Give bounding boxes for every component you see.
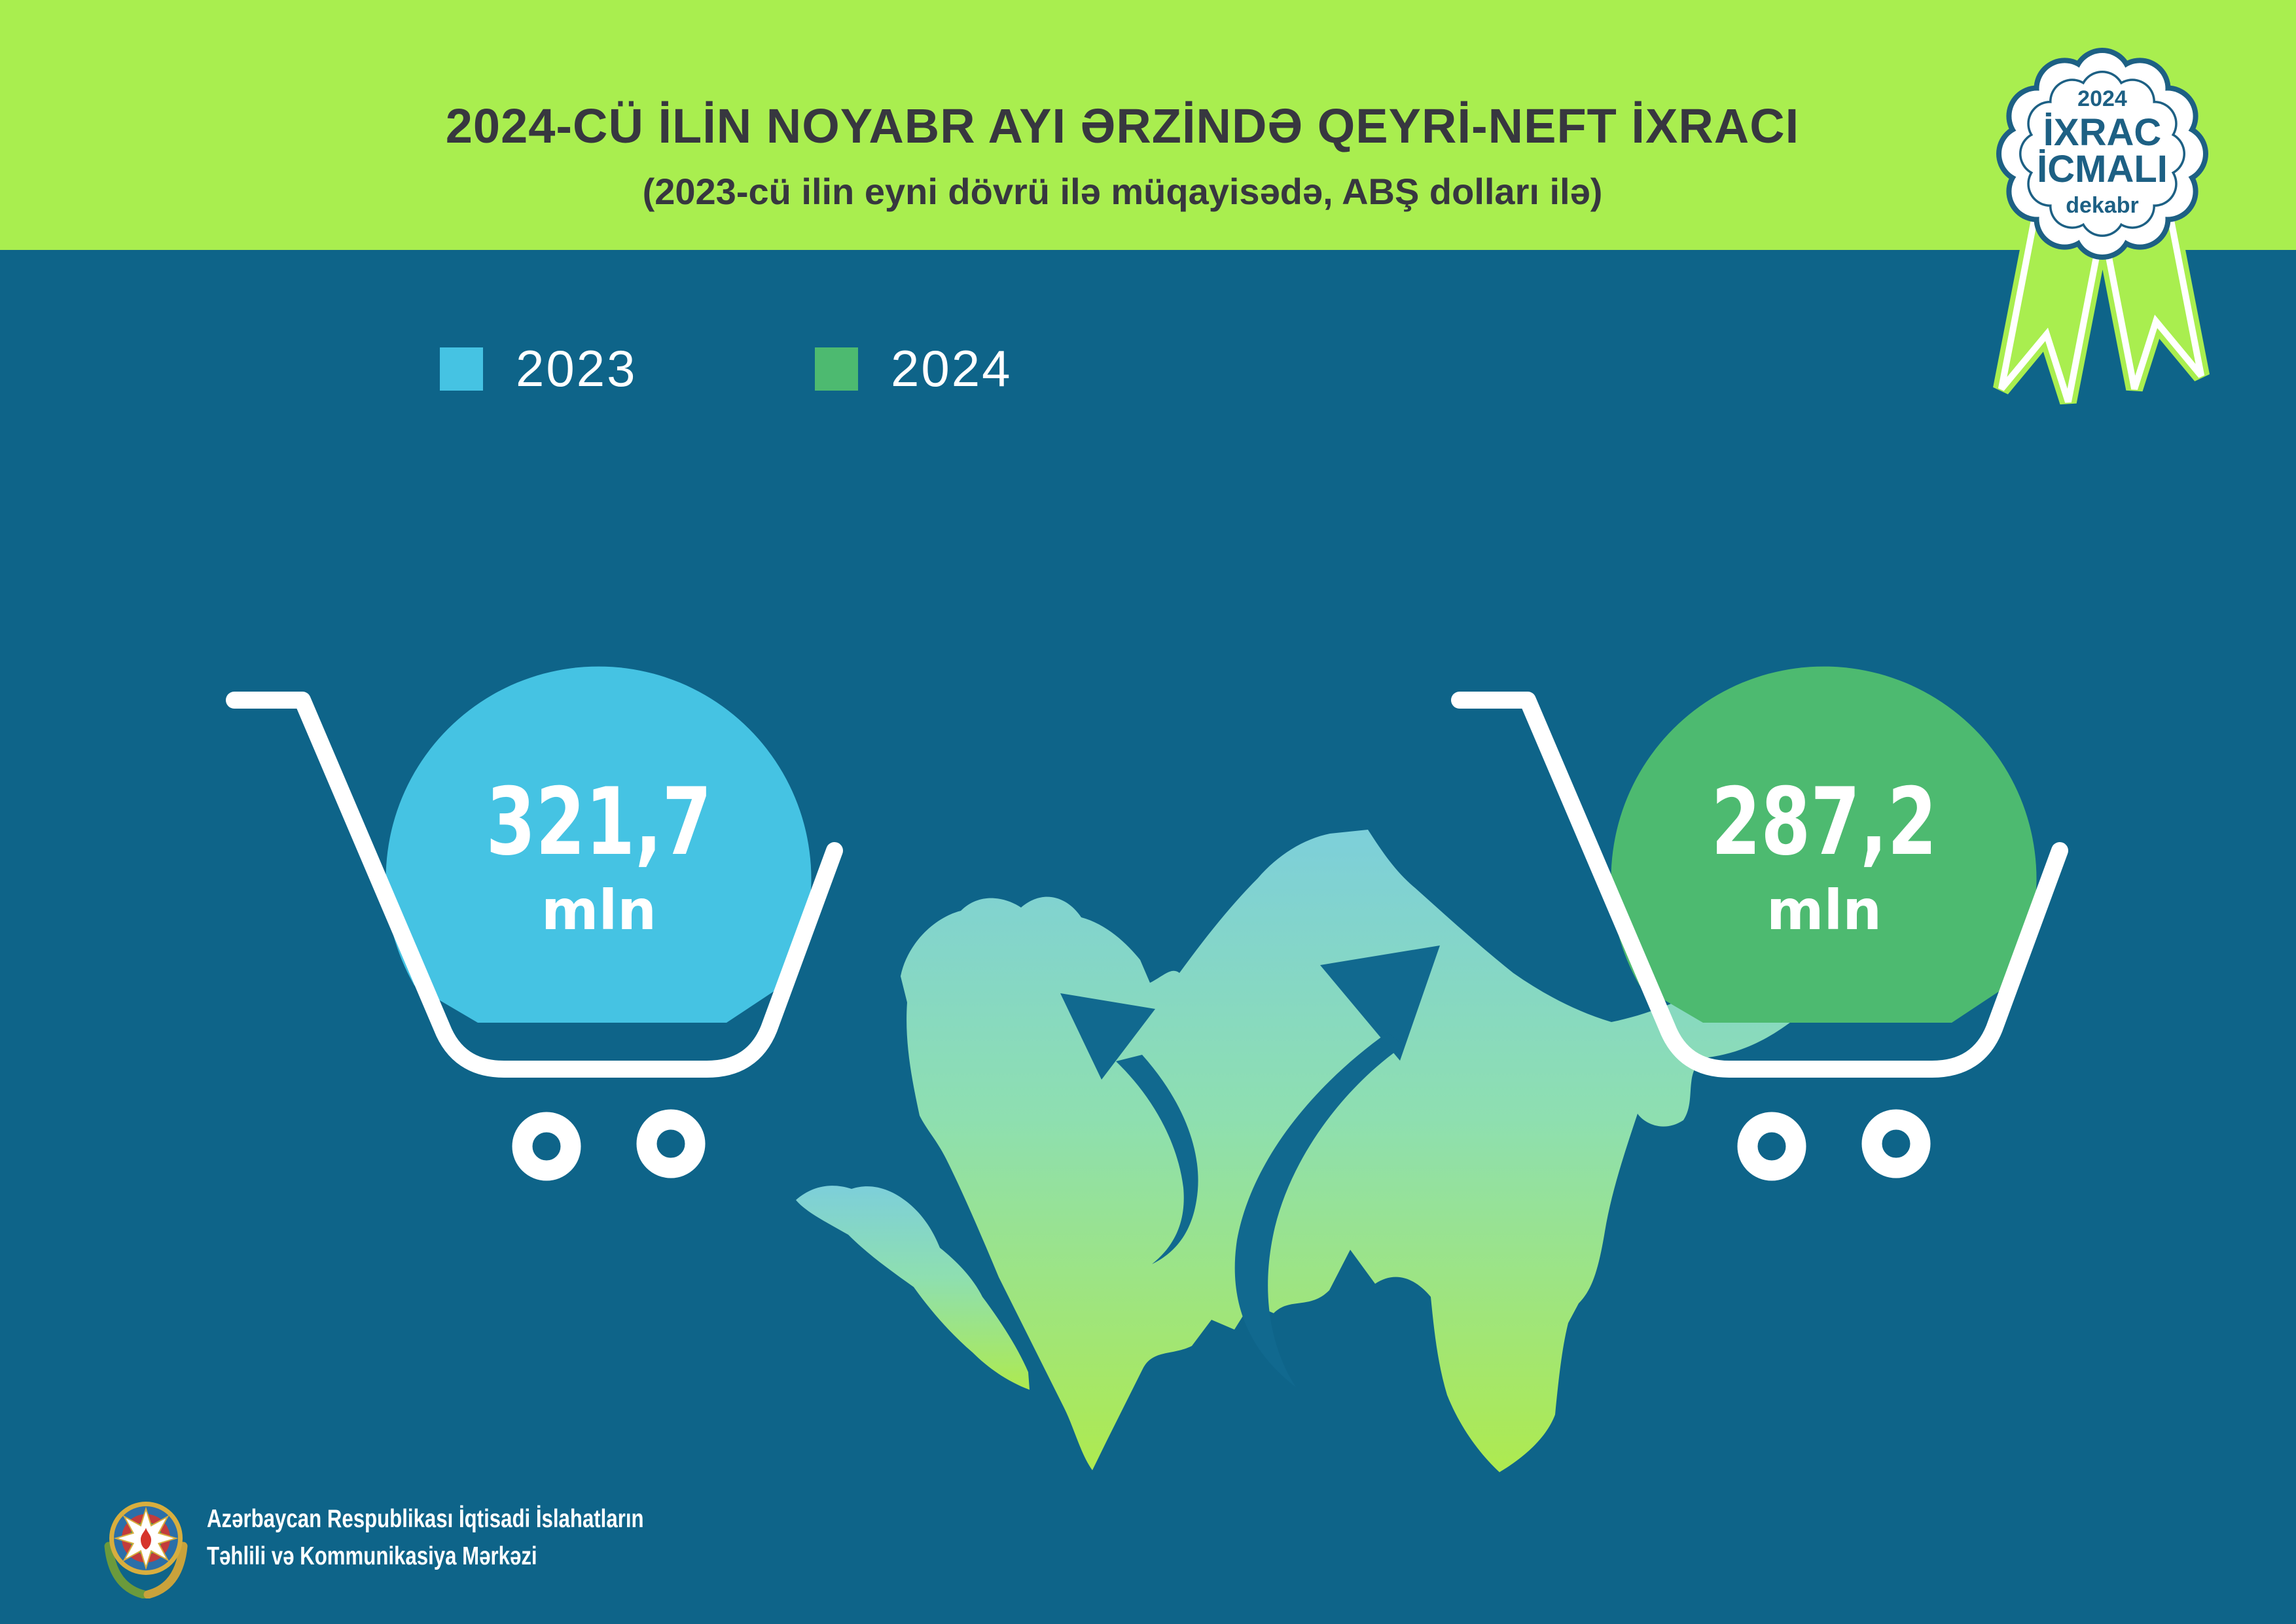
- cart-2024-frame: [1451, 692, 2068, 1078]
- export-review-badge: 2024 İXRAC İCMALI dekabr: [1993, 48, 2210, 405]
- footer-org-name: Azərbaycan Respublikası İqtisadi İslahat…: [207, 1500, 644, 1575]
- cart-2023-wheel-right: [636, 1109, 706, 1178]
- badge-year: 2024: [2077, 86, 2127, 111]
- footer-org-line1: Azərbaycan Respublikası İqtisadi İslahat…: [207, 1505, 644, 1533]
- cart-2023: 321,7 mln: [226, 666, 843, 1181]
- map-mainland: [901, 830, 1810, 1472]
- page-subtitle: (2023-cü ilin eyni dövrü ilə müqayisədə,…: [642, 171, 1603, 212]
- cart-2024-wheel-right: [1861, 1109, 1931, 1178]
- badge-month: dekabr: [2066, 193, 2139, 218]
- cart-2024-balloon: [1611, 666, 2037, 1023]
- footer-org-line2: Təhlili və Kommunikasiya Mərkəzi: [207, 1542, 537, 1570]
- export-arrows: [1060, 945, 1440, 1387]
- arrow-up-left-head: [1060, 993, 1155, 1080]
- legend-swatch-2024: [815, 347, 858, 391]
- map-nakhchivan: [796, 1186, 1030, 1390]
- azerbaijan-emblem-icon: [104, 1502, 188, 1598]
- badge-inner-face: [2021, 73, 2183, 235]
- legend-item-2023: 2023: [440, 339, 637, 398]
- legend-swatch-2023: [440, 347, 483, 391]
- cart-2023-wheel-left: [512, 1112, 581, 1181]
- legend-item-2024: 2024: [815, 339, 1013, 398]
- cart-2024-wheel-left: [1737, 1112, 1806, 1181]
- badge-title-line1: İXRAC: [2043, 111, 2161, 154]
- footer: Azərbaycan Respublikası İqtisadi İslahat…: [103, 1494, 753, 1598]
- cart-2024: 287,2 mln: [1451, 666, 2068, 1181]
- cart-2024-value: 287,2: [1712, 768, 1937, 876]
- header-band: [0, 0, 2296, 250]
- arrow-up-left-body: [1116, 1055, 1198, 1264]
- legend-label-2023: 2023: [516, 340, 637, 397]
- cart-2023-unit: mln: [541, 878, 656, 942]
- arrow-up-right-body: [1234, 1033, 1404, 1387]
- page-title: 2024-CÜ İLİN NOYABR AYI ƏRZİNDƏ QEYRİ-NE…: [445, 99, 1800, 153]
- legend-label-2024: 2024: [891, 340, 1013, 397]
- cart-2023-balloon: [386, 666, 812, 1023]
- badge-title-line2: İCMALI: [2037, 148, 2168, 190]
- cart-2023-value: 321,7: [486, 768, 712, 876]
- cart-2024-unit: mln: [1767, 878, 1882, 942]
- cart-2023-frame: [226, 692, 843, 1078]
- arrow-up-right-head: [1320, 945, 1440, 1061]
- azerbaijan-map: [796, 830, 1810, 1472]
